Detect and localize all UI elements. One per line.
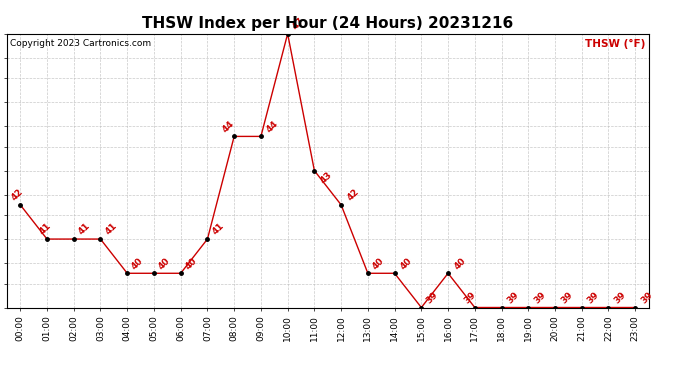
Text: 41: 41 [77,222,92,237]
Title: THSW Index per Hour (24 Hours) 20231216: THSW Index per Hour (24 Hours) 20231216 [142,16,513,31]
Text: 40: 40 [371,256,386,271]
Text: 39: 39 [613,290,628,305]
Text: 39: 39 [586,290,601,305]
Text: THSW (°F): THSW (°F) [585,39,645,49]
Text: Copyright 2023 Cartronics.com: Copyright 2023 Cartronics.com [10,39,151,48]
Text: 39: 39 [533,290,548,305]
Text: 39: 39 [424,290,440,305]
Text: 41: 41 [104,222,119,237]
Text: 40: 40 [452,256,467,271]
Text: 44: 44 [220,119,236,134]
Text: 39: 39 [462,290,477,305]
Text: 41: 41 [37,222,52,237]
Text: 47: 47 [290,16,306,32]
Text: 40: 40 [157,256,172,271]
Text: 40: 40 [399,256,414,271]
Text: 43: 43 [319,170,334,185]
Text: 40: 40 [184,256,199,271]
Text: 40: 40 [130,256,145,271]
Text: 39: 39 [559,290,575,305]
Text: 44: 44 [265,119,280,134]
Text: 42: 42 [9,188,24,202]
Text: 39: 39 [506,290,521,305]
Text: 42: 42 [345,188,361,202]
Text: 41: 41 [210,222,226,237]
Text: 39: 39 [640,290,655,305]
